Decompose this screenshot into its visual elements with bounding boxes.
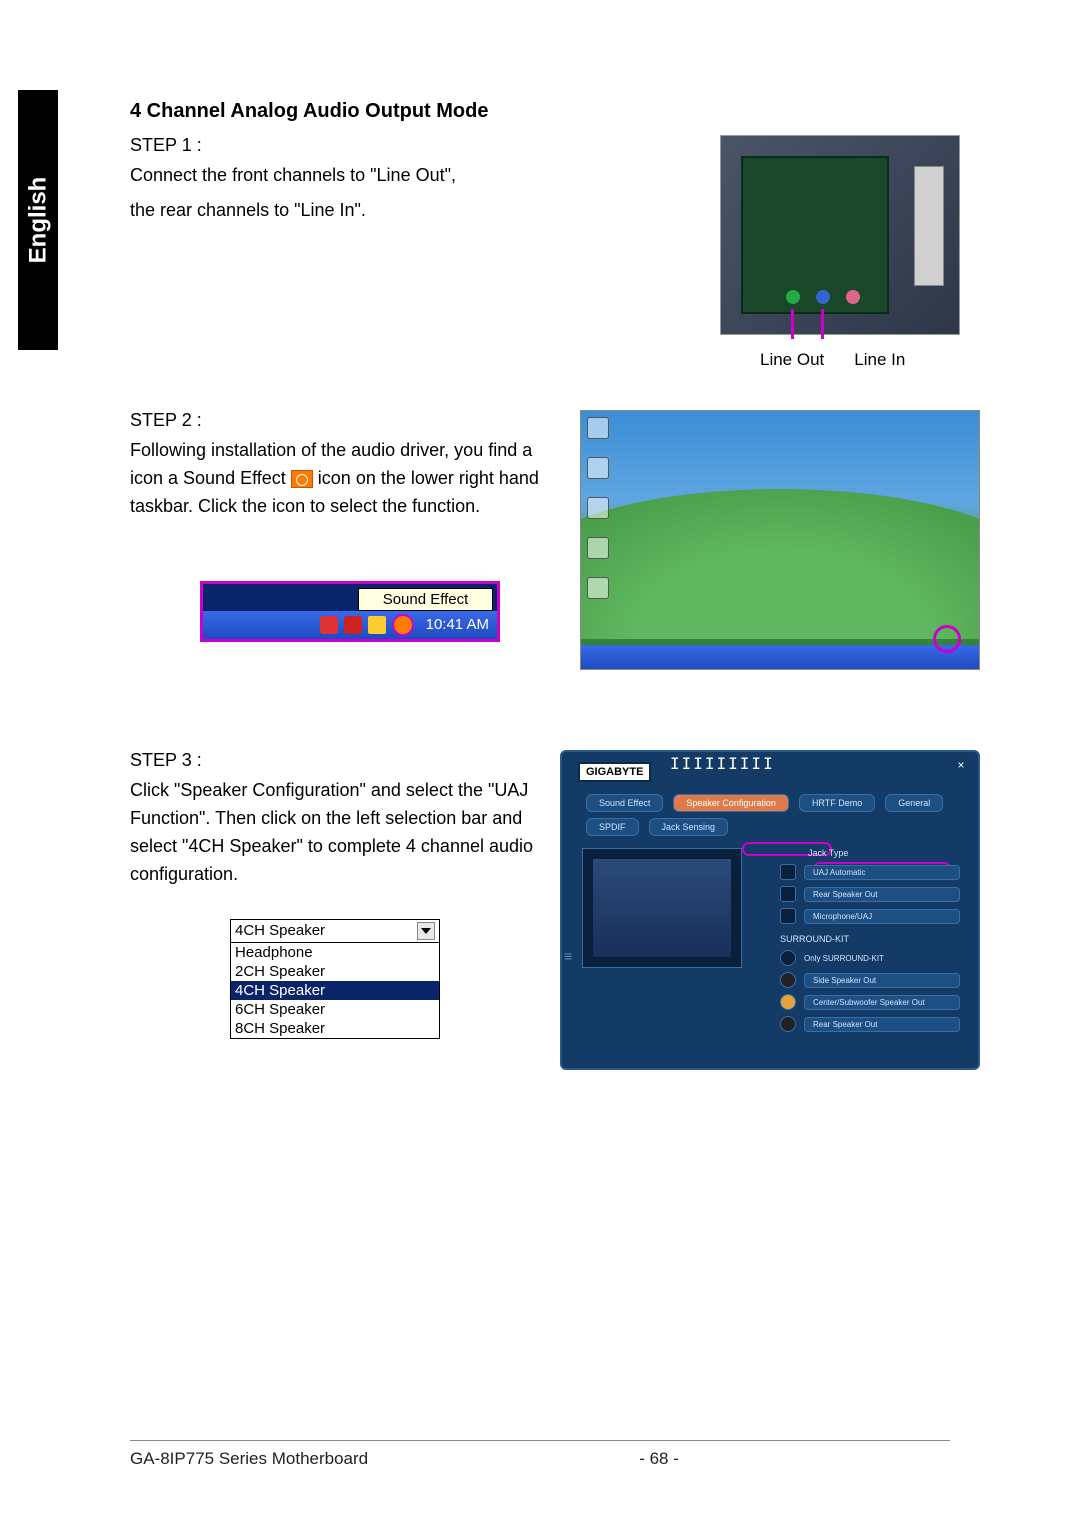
speaker-dropdown[interactable]: 4CH Speaker Headphone 2CH Speaker 4CH Sp… — [230, 919, 440, 1039]
speaker-config-panel: × GIGABYTE IIIIIIIII Sound Effect Speake… — [560, 750, 980, 1070]
brand-badge: GIGABYTE — [578, 762, 651, 782]
dropdown-item[interactable]: 8CH Speaker — [231, 1019, 439, 1038]
footer-left: GA-8IP775 Series Motherboard — [130, 1449, 368, 1469]
taskbar-screenshot: Sound Effect 10:41 AM — [200, 581, 500, 642]
dropdown-item-selected[interactable]: 4CH Speaker — [231, 981, 439, 1000]
jack-item: Center/Subwoofer Speaker Out — [780, 994, 960, 1010]
step1-image-block: Line Out Line In — [720, 135, 980, 370]
step2-label: STEP 2 : — [130, 410, 570, 431]
system-tray: 10:41 AM — [203, 611, 497, 639]
taskbar-screenshot-wrap: Sound Effect 10:41 AM — [130, 581, 570, 642]
jack-item-label[interactable]: Side Speaker Out — [804, 973, 960, 988]
step2-text: STEP 2 : Following installation of the a… — [130, 410, 570, 642]
step3-paragraph: Click "Speaker Configuration" and select… — [130, 777, 560, 889]
step1-text: STEP 1 : Connect the front channels to "… — [130, 135, 550, 232]
step1-line2: the rear channels to "Line In". — [130, 197, 550, 224]
panel-top-ticks: IIIIIIIII — [670, 754, 775, 773]
jack-dot-icon — [780, 972, 796, 988]
jack-item-label[interactable]: Rear Speaker Out — [804, 887, 960, 902]
jack-color-icon — [780, 864, 796, 880]
desktop-taskbar — [581, 645, 979, 669]
step2-desktop-shot — [580, 410, 980, 670]
panel-tabs-row2: SPDIF Jack Sensing — [586, 818, 728, 836]
panel-tabs-row1: Sound Effect Speaker Configuration HRTF … — [586, 794, 943, 812]
jack-label-linein: Line In — [854, 350, 905, 370]
desktop-icon — [587, 417, 609, 439]
jack-item-label[interactable]: Rear Speaker Out — [804, 1017, 960, 1032]
close-icon[interactable]: × — [954, 758, 968, 772]
speaker-layout-preview — [582, 848, 742, 968]
step3-panel-shot: × GIGABYTE IIIIIIIII Sound Effect Speake… — [560, 750, 980, 1070]
jack-item: UAJ Automatic — [780, 864, 960, 880]
dropdown-list: Headphone 2CH Speaker 4CH Speaker 6CH Sp… — [231, 943, 439, 1038]
chevron-down-icon[interactable] — [417, 922, 435, 940]
jack-item-label[interactable]: UAJ Automatic — [804, 865, 960, 880]
jack-item: Side Speaker Out — [780, 972, 960, 988]
radio-icon — [780, 950, 796, 966]
desktop-icon — [587, 497, 609, 519]
tab-speaker-config[interactable]: Speaker Configuration — [673, 794, 789, 812]
tab-spdif[interactable]: SPDIF — [586, 818, 639, 836]
jack-label-lineout: Line Out — [760, 350, 824, 370]
audio-jack-photo — [720, 135, 960, 335]
tab-general[interactable]: General — [885, 794, 943, 812]
tray-icon-3 — [368, 616, 386, 634]
jack-item-label[interactable]: Microphone/UAJ — [804, 909, 960, 924]
jack-dot-icon — [780, 1016, 796, 1032]
dropdown-item[interactable]: 6CH Speaker — [231, 1000, 439, 1019]
jack-color-icon — [780, 908, 796, 924]
section-title: 4 Channel Analog Audio Output Mode — [130, 100, 980, 123]
dropdown-selected-label: 4CH Speaker — [235, 922, 325, 939]
surround-option[interactable]: Only SURROUND-KIT — [780, 950, 960, 966]
jack-color-icon — [780, 886, 796, 902]
dropdown-selected[interactable]: 4CH Speaker — [231, 920, 439, 943]
step3-label: STEP 3 : — [130, 750, 560, 771]
page-content: 4 Channel Analog Audio Output Mode STEP … — [130, 100, 980, 1070]
surround-option-label: Only SURROUND-KIT — [804, 954, 884, 963]
jack-dot-icon — [780, 994, 796, 1010]
tray-icon-1 — [320, 616, 338, 634]
step1-block: STEP 1 : Connect the front channels to "… — [130, 135, 980, 370]
step1-line1: Connect the front channels to "Line Out"… — [130, 162, 550, 189]
desktop-icon — [587, 457, 609, 479]
jack-item: Microphone/UAJ — [780, 908, 960, 924]
step2-block: STEP 2 : Following installation of the a… — [130, 410, 980, 670]
step2-paragraph: Following installation of the audio driv… — [130, 437, 570, 521]
language-tab-label: English — [24, 177, 52, 264]
step1-label: STEP 1 : — [130, 135, 550, 156]
tab-hrtf-demo[interactable]: HRTF Demo — [799, 794, 875, 812]
tray-clock: 10:41 AM — [426, 616, 489, 633]
language-tab: English — [18, 90, 58, 350]
tab-sound-effect[interactable]: Sound Effect — [586, 794, 663, 812]
jack-labels: Line Out Line In — [720, 350, 980, 370]
windows-desktop-screenshot — [580, 410, 980, 670]
dropdown-item[interactable]: 2CH Speaker — [231, 962, 439, 981]
page-footer: GA-8IP775 Series Motherboard - 68 - — [130, 1440, 950, 1469]
tray-icon-2 — [344, 616, 362, 634]
sound-effect-tray-icon — [392, 614, 414, 636]
jack-item-label[interactable]: Center/Subwoofer Speaker Out — [804, 995, 960, 1010]
jack-type-label: Jack Type — [808, 848, 960, 858]
desktop-icon — [587, 577, 609, 599]
jack-assignment-list: Jack Type UAJ Automatic Rear Speaker Out… — [780, 848, 960, 1032]
step3-block: STEP 3 : Click "Speaker Configuration" a… — [130, 750, 980, 1070]
tab-jack-sensing[interactable]: Jack Sensing — [649, 818, 729, 836]
highlight-circle-icon — [933, 625, 961, 653]
jack-item: Rear Speaker Out — [780, 886, 960, 902]
taskbar-tooltip: Sound Effect — [358, 588, 493, 611]
desktop-icon — [587, 537, 609, 559]
dropdown-item[interactable]: Headphone — [231, 943, 439, 962]
sound-effect-icon — [291, 470, 313, 488]
footer-page-number: - 68 - — [639, 1449, 679, 1469]
jack-item: Rear Speaker Out — [780, 1016, 960, 1032]
panel-grip-icon: ≡ — [564, 952, 574, 982]
surround-kit-label: SURROUND-KIT — [780, 934, 960, 944]
step3-text: STEP 3 : Click "Speaker Configuration" a… — [130, 750, 560, 1039]
